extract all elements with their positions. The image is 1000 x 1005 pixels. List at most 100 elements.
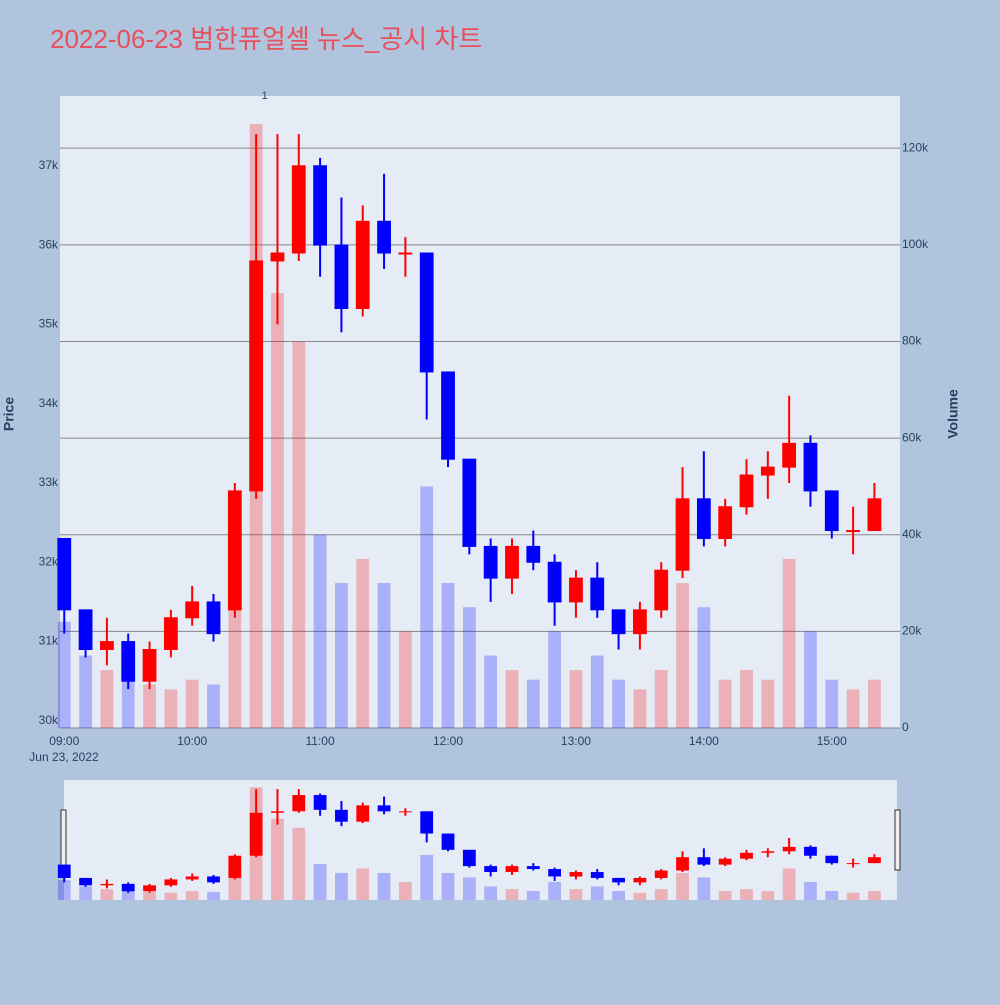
candle-body xyxy=(185,601,200,619)
slider-volume-bar xyxy=(484,886,498,900)
candle-body xyxy=(760,466,775,476)
candle-body xyxy=(100,641,114,650)
slider-volume-bar xyxy=(313,863,327,900)
candle-body xyxy=(526,545,541,563)
volume-bar xyxy=(718,679,732,728)
slider-candle-body xyxy=(462,849,476,867)
x-tick-label: 12:00 xyxy=(433,734,463,748)
volume-bar xyxy=(846,689,860,728)
volume-bar xyxy=(420,486,434,728)
volume-bar xyxy=(207,684,220,728)
y-tick-label: 32k xyxy=(39,554,59,568)
volume-bar xyxy=(441,583,455,728)
candle-body xyxy=(846,530,860,533)
candle-body xyxy=(590,577,605,611)
slider-candle-body xyxy=(825,855,839,864)
candle-body xyxy=(398,252,413,255)
volume-bar xyxy=(185,679,199,728)
slider-candle-body xyxy=(313,795,327,810)
slider-volume-bar xyxy=(79,886,92,900)
candle-body xyxy=(675,498,690,571)
y2-tick-label: 0 xyxy=(902,720,909,734)
slider-candle-body xyxy=(185,876,199,880)
volume-bar xyxy=(377,583,391,728)
slider-volume-bar xyxy=(697,877,711,900)
y-axis-title: Price xyxy=(1,397,17,431)
slider-volume-bar xyxy=(377,872,391,900)
candle-body xyxy=(313,165,327,246)
volume-bar xyxy=(505,670,519,728)
volume-bar xyxy=(271,293,284,728)
y2-tick-label: 40k xyxy=(902,527,922,541)
x-tick-label: 15:00 xyxy=(817,734,847,748)
slider-candle-body xyxy=(207,876,220,883)
slider-candle-body xyxy=(846,863,860,865)
candle-body xyxy=(803,442,818,492)
candle-body xyxy=(718,506,733,539)
slider-handle[interactable] xyxy=(60,809,67,871)
slider-candle-body xyxy=(100,883,114,886)
slider-candle-body xyxy=(228,855,242,878)
volume-bar xyxy=(57,621,71,728)
slider-candle-body xyxy=(569,872,583,877)
slider-candle-body xyxy=(121,883,135,892)
slider-volume-bar xyxy=(441,872,455,900)
volume-bar xyxy=(79,655,92,728)
slider-candle-body xyxy=(612,877,625,883)
y2-axis-title: Volume xyxy=(945,389,961,439)
y2-tick-label: 80k xyxy=(902,334,922,348)
slider-candle-body xyxy=(654,870,668,878)
range-slider[interactable] xyxy=(64,780,897,900)
slider-volume-bar xyxy=(804,881,817,900)
slider-volume-bar xyxy=(164,892,178,900)
y-tick-label: 35k xyxy=(39,317,59,331)
volume-bar xyxy=(804,631,817,728)
slider-volume-bar xyxy=(185,890,199,900)
x-tick-label: 11:00 xyxy=(306,734,335,748)
volume-bar xyxy=(569,670,583,728)
slider-volume-bar xyxy=(420,854,434,900)
slider-volume-bar xyxy=(846,892,860,900)
volume-bar xyxy=(462,607,476,728)
volume-bar xyxy=(654,670,668,728)
slider-volume-bar xyxy=(207,891,220,900)
x-tick-label: 10:00 xyxy=(177,734,207,748)
volume-bar xyxy=(782,558,796,728)
candle-body xyxy=(291,165,306,254)
slider-volume-bar xyxy=(143,891,156,900)
slider-candle-body xyxy=(164,879,178,886)
slider-volume-bar xyxy=(335,872,348,900)
y-tick-label: 33k xyxy=(39,475,59,489)
slider-candle-body xyxy=(356,805,370,822)
candle-body xyxy=(611,609,626,635)
volume-bar xyxy=(313,534,327,728)
candle-body xyxy=(78,609,93,650)
slider-handle[interactable] xyxy=(894,809,901,871)
slider-candle-body xyxy=(782,846,796,852)
slider-volume-bar xyxy=(526,890,540,900)
volume-bar xyxy=(825,679,839,728)
candle-body xyxy=(505,545,519,579)
candle-body xyxy=(334,244,349,310)
candle-body xyxy=(249,260,264,492)
slider-volume-bar xyxy=(825,890,839,900)
candle-body xyxy=(824,490,839,532)
slider-candle-body xyxy=(57,864,71,878)
slider-candle-body xyxy=(143,885,156,892)
volume-bar xyxy=(121,679,135,728)
slider-volume-bar xyxy=(654,889,668,900)
slider-volume-bar xyxy=(398,881,412,900)
x-tick-label: 13:00 xyxy=(561,734,591,748)
y-tick-label: 34k xyxy=(39,396,59,410)
candle-body xyxy=(57,537,72,611)
x-date-label: Jun 23, 2022 xyxy=(29,750,99,764)
slider-volume-bar xyxy=(740,889,753,900)
slider-volume-bar xyxy=(121,890,135,900)
candle-body xyxy=(462,458,477,547)
candle-body xyxy=(569,577,583,603)
slider-candle-body xyxy=(441,833,455,850)
y2-tick-label: 20k xyxy=(902,624,922,638)
volume-bar xyxy=(100,670,114,728)
slider-candle-body xyxy=(505,866,519,873)
y2-tick-label: 60k xyxy=(902,430,922,444)
